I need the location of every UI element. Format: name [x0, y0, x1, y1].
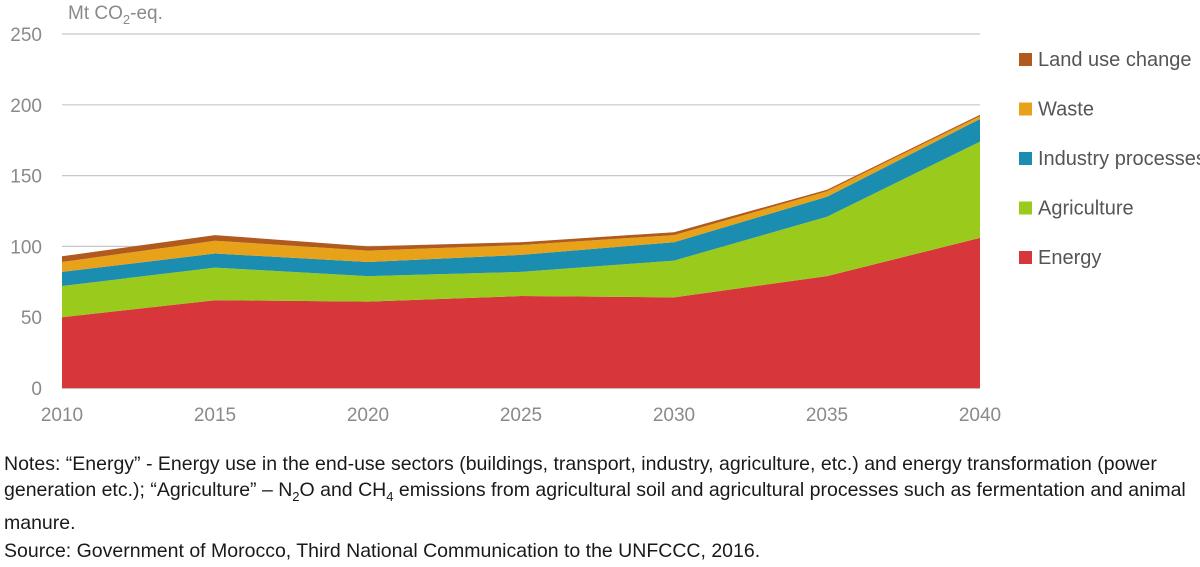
y-tick-label: 50 — [21, 308, 42, 329]
y-tick-label: 100 — [10, 237, 42, 258]
area-waste — [62, 116, 980, 272]
y-axis-ticks: 0 50 100 150 200 250 — [10, 25, 42, 400]
x-tick-label: 2025 — [500, 405, 542, 426]
legend-swatch-energy — [1019, 251, 1032, 264]
legend-label-industry-processes: Industry processes — [1038, 148, 1200, 170]
legend-label-waste: Waste — [1038, 99, 1094, 121]
y-tick-label: 150 — [10, 167, 42, 188]
y-tick-label: 0 — [31, 379, 42, 400]
legend-swatch-waste — [1019, 102, 1032, 116]
area-land-use-change — [62, 114, 980, 262]
y-tick-label: 200 — [10, 96, 42, 117]
y-tick-label: 250 — [10, 25, 42, 46]
legend-swatch-land-use-change — [1019, 53, 1032, 66]
y-axis-unit-label: Mt CO2-eq. — [68, 3, 163, 27]
legend-swatch-agriculture — [1019, 201, 1032, 215]
chart-notes: Notes: “Energy” - Energy use in the end-… — [4, 453, 1186, 534]
legend: Land use change Waste Industry processes Ag… — [1019, 49, 1200, 269]
x-tick-label: 2040 — [959, 405, 1001, 426]
x-tick-label: 2015 — [194, 405, 236, 426]
x-tick-label: 2020 — [347, 405, 389, 426]
x-tick-label: 2030 — [653, 405, 695, 426]
area-agriculture — [62, 141, 980, 318]
x-tick-label: 2010 — [41, 405, 83, 426]
legend-label-energy: Energy — [1038, 247, 1101, 269]
area-industry-processes — [62, 119, 980, 286]
legend-label-agriculture: Agriculture — [1038, 198, 1134, 220]
legend-label-land-use-change: Land use change — [1038, 49, 1191, 71]
area-energy — [62, 237, 980, 388]
x-tick-label: 2035 — [806, 405, 848, 426]
legend-swatch-industry-processes — [1019, 152, 1032, 165]
chart-source: Source: Government of Morocco, Third Nat… — [4, 540, 761, 562]
stacked-areas — [62, 114, 980, 388]
x-axis-ticks: 2010 2015 2020 2025 2030 2035 2040 — [41, 405, 1001, 426]
